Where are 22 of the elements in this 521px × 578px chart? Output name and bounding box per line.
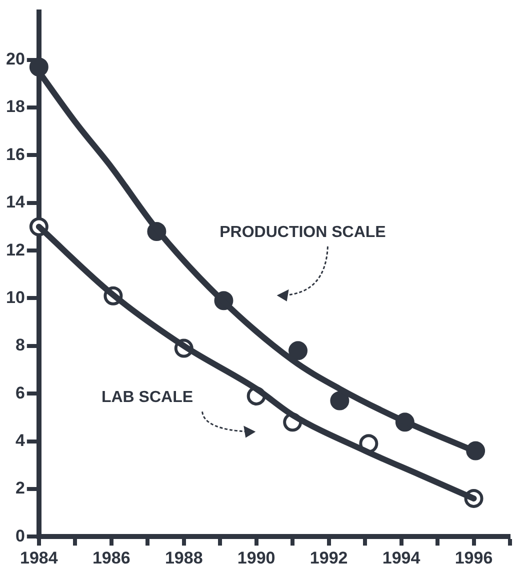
x-tick-label: 1992 [310,548,348,568]
y-tick-label: 6 [15,383,25,402]
point [288,341,308,360]
x-tick-label: 1990 [237,548,276,568]
x-tick-label: 1996 [454,548,493,568]
x-tick-label: 1986 [92,548,130,568]
annotation: LAB SCALE [101,389,194,406]
y-tick-label: 20 [6,50,25,69]
y-tick-label: 18 [6,97,25,116]
y-tick-label: 14 [6,192,26,212]
y-tick-label: 10 [6,288,25,307]
y-tick-label: 12 [6,240,25,260]
y-tick-label: 16 [6,144,25,164]
y-tick-label: 2 [15,478,25,498]
x-tick-label: 1984 [20,548,58,568]
point [330,391,350,410]
x-tick-label: 1994 [382,548,421,568]
y-tick-label: 8 [15,336,25,355]
x-tick-label: 1988 [164,548,203,568]
y-tick-label: 0 [15,526,25,546]
y-tick-label: 4 [15,430,26,450]
annotation: PRODUCTION SCALE [220,224,386,241]
